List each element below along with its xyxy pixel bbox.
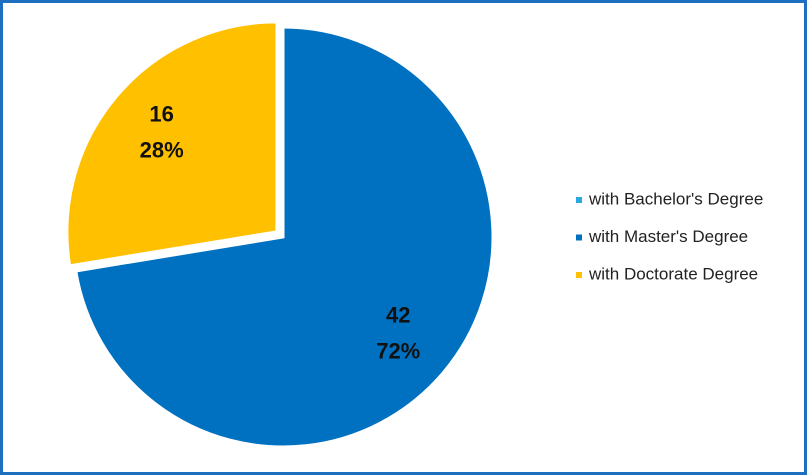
legend-text: with Doctorate Degree [588,264,758,283]
legend-marker [576,197,582,203]
data-label: 42 [386,303,410,328]
data-label: 16 [149,102,173,127]
legend-marker [576,234,582,241]
pie-slice [65,20,279,268]
legend-marker [576,272,582,278]
data-label: 28% [140,138,184,163]
data-label: 72% [376,339,420,364]
pie-slice [74,25,495,449]
legend-text: with Master's Degree [588,227,748,246]
legend-text: with Bachelor's Degree [588,189,763,208]
